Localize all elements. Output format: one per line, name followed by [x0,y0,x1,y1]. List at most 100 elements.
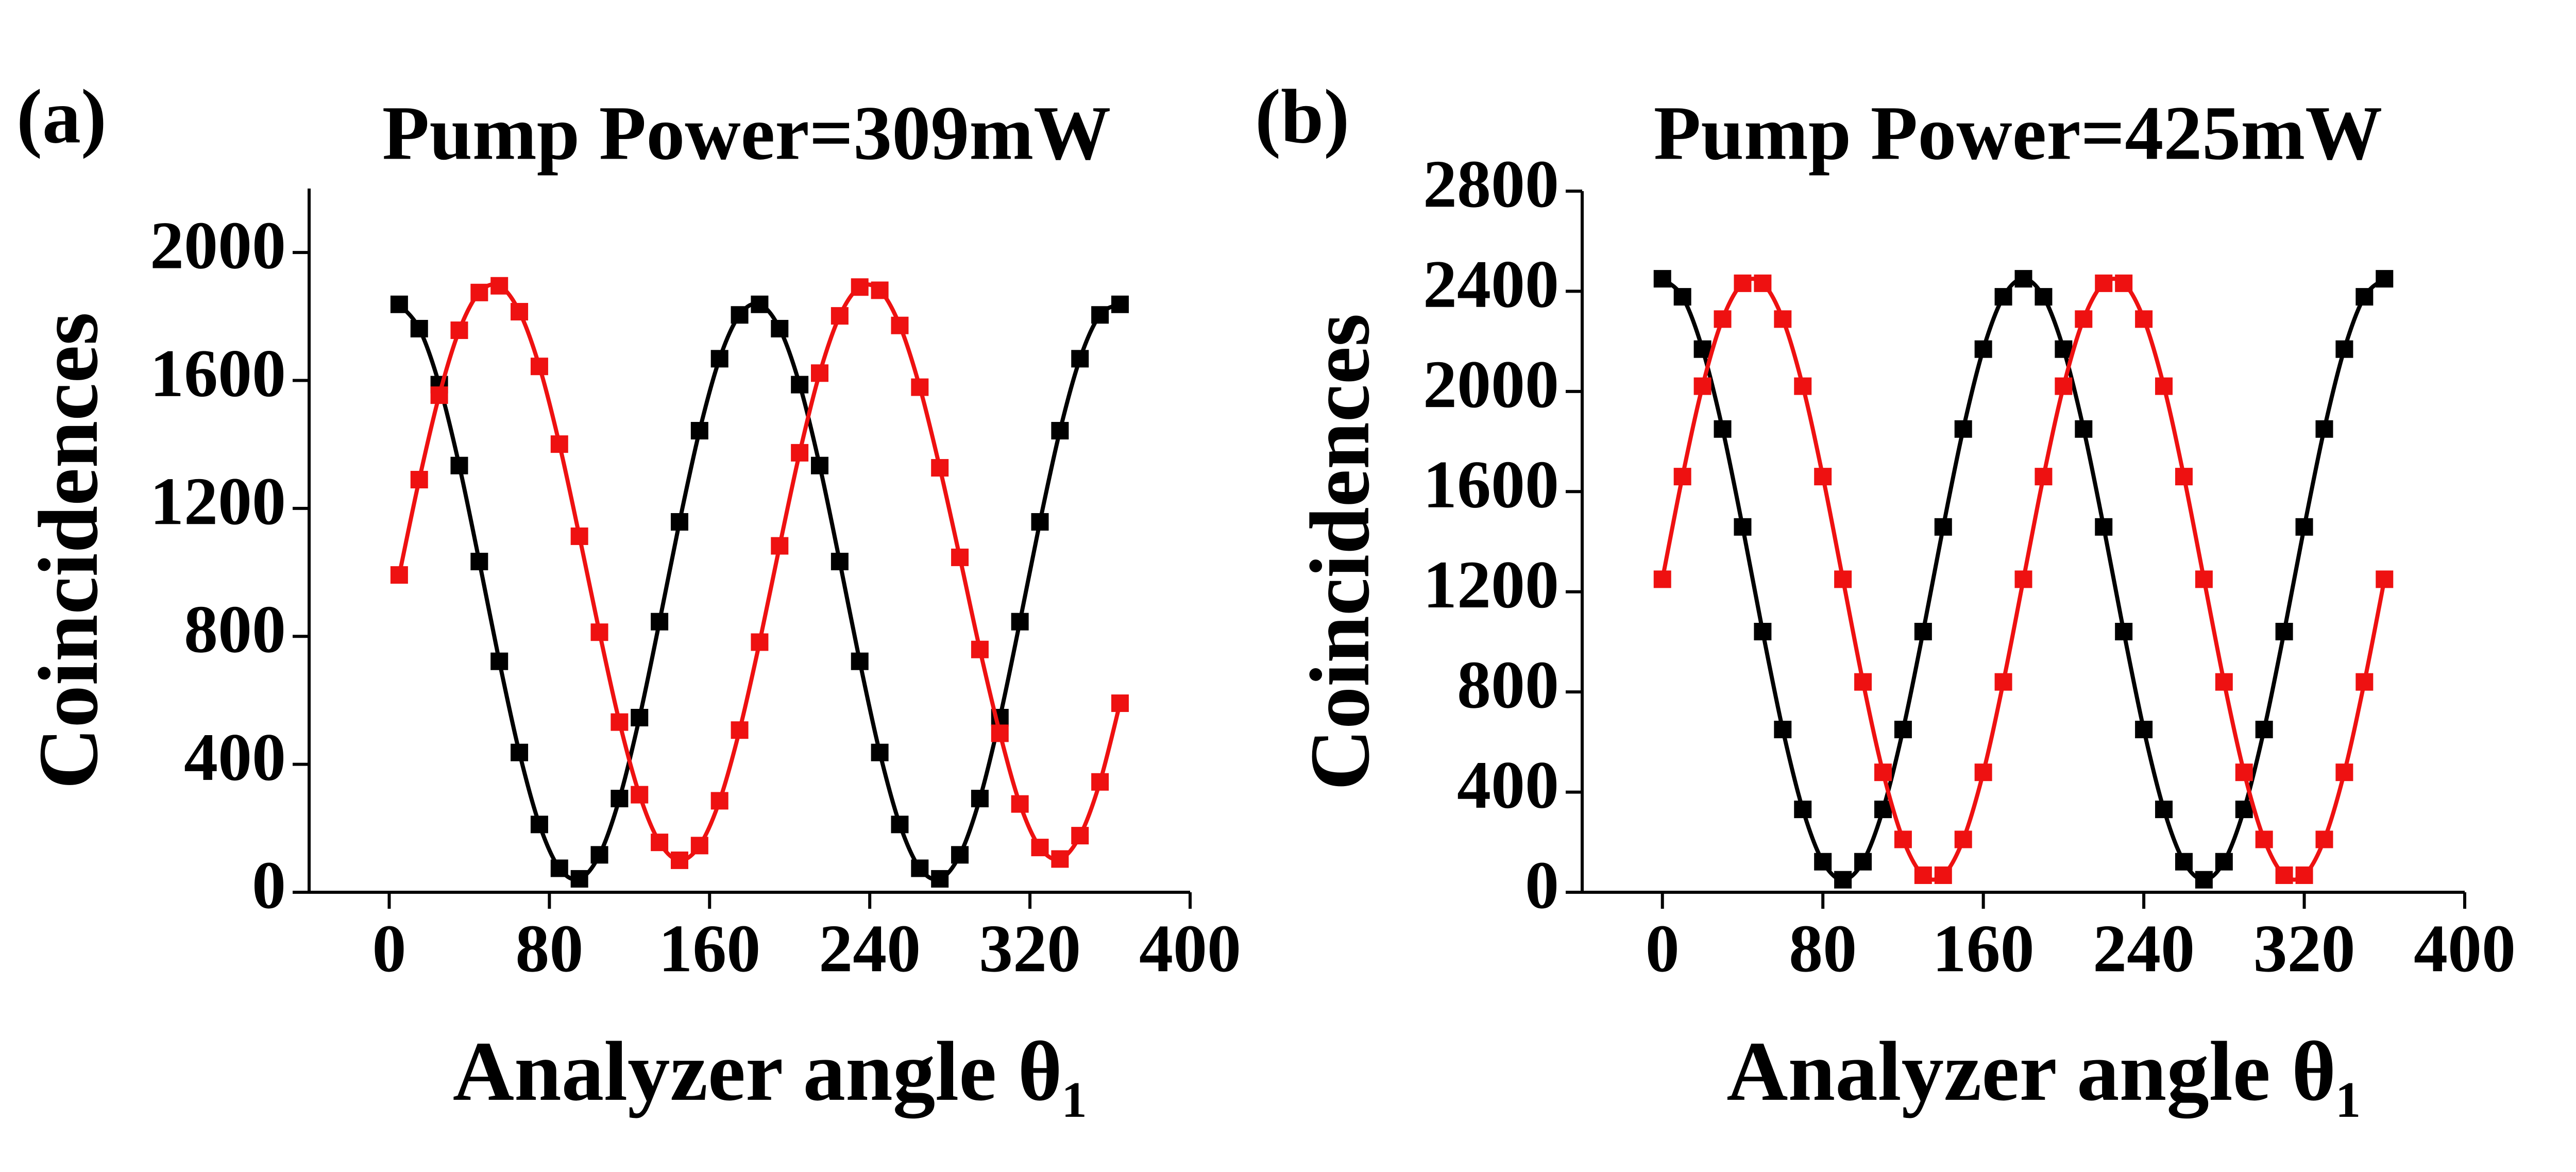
x-tick-label: 400 [1139,910,1241,986]
data-point [1091,306,1109,324]
data-point [1031,513,1049,531]
data-point [2376,570,2394,588]
data-point [2275,866,2293,884]
data-point [2235,801,2253,819]
data-point [1051,422,1069,440]
data-point [450,321,468,339]
data-point [911,378,929,396]
data-point [1834,871,1852,889]
data-point [2095,518,2113,536]
data-point [651,834,669,852]
x-tick-label: 320 [979,910,1081,986]
chart-title: Pump Power=425mW [1654,90,2382,176]
data-point [570,527,588,545]
x-tick-label: 240 [819,910,921,986]
data-point [2095,274,2113,292]
data-point [2175,853,2193,871]
data-point [1011,795,1029,813]
data-point [1091,773,1109,791]
data-point [1693,340,1711,358]
data-point [570,870,588,888]
data-point [791,444,809,462]
panel-label: (b) [1255,74,1349,159]
data-point [1754,274,1772,292]
data-point [1934,518,1952,536]
data-point [631,786,649,804]
data-point [2315,830,2333,848]
data-point [1714,310,1732,328]
data-point [1914,866,1932,884]
data-point [771,319,789,337]
data-point [631,708,649,726]
data-point [871,281,889,299]
data-point [2115,622,2133,640]
data-point [611,713,629,731]
y-tick-label: 1600 [1423,447,1559,522]
x-tick-label: 160 [1933,910,2035,986]
y-tick-label: 400 [184,719,286,795]
panel-label: (a) [16,74,107,159]
y-tick-label: 2000 [150,207,286,283]
data-point [1874,801,1892,819]
data-point [1673,468,1691,486]
data-point [831,552,849,570]
data-point [470,283,488,301]
data-point [2195,570,2213,588]
data-point [2215,673,2233,691]
data-point [1794,801,1812,819]
data-point [2275,622,2293,640]
data-point [550,859,568,877]
data-point [2075,310,2093,328]
data-point [410,319,428,337]
data-point [2315,420,2333,438]
data-point [2115,274,2133,292]
data-point [1774,310,1792,328]
data-point [731,721,749,739]
data-point [2014,270,2032,288]
data-point [2376,270,2394,288]
data-point [2295,518,2313,536]
data-point [2135,721,2153,739]
fit-curve [397,282,1122,862]
data-point [651,613,669,631]
data-point [490,652,509,670]
chart-title: Pump Power=309mW [382,90,1111,176]
data-point [690,837,708,855]
data-point [1734,274,1752,292]
data-point [1011,613,1029,631]
data-point [891,816,909,834]
data-point [2295,866,2313,884]
data-point [550,435,568,453]
data-point [511,303,529,321]
data-point [2055,377,2073,395]
data-point [1954,420,1972,438]
data-point [2014,570,2032,588]
data-point [1854,853,1872,871]
data-point [1974,340,1992,358]
data-point [2335,763,2353,782]
data-point [831,307,849,325]
data-point [1071,350,1089,368]
data-point [590,623,608,641]
data-point [1894,830,1912,848]
x-axis-label: Analyzer angle θ₁ [1726,1024,2361,1119]
data-point [1814,853,1832,871]
y-axis-label: Coincidences [1293,314,1387,791]
data-point [490,277,509,295]
data-point [530,358,548,376]
data-point [670,851,688,869]
data-point [2255,721,2273,739]
panel: (b) Pump Power=425mW Analyzer angle θ₁ Coin… [1255,74,2516,1118]
data-point [1653,270,1671,288]
data-point [771,537,789,555]
data-point [710,350,728,368]
data-point [511,743,529,761]
data-point [1071,827,1089,845]
data-point [710,792,728,810]
data-point [410,471,428,489]
data-point [2255,830,2273,848]
data-point [791,376,809,394]
data-point [971,640,989,658]
data-point [891,316,909,334]
data-point [1994,288,2012,306]
